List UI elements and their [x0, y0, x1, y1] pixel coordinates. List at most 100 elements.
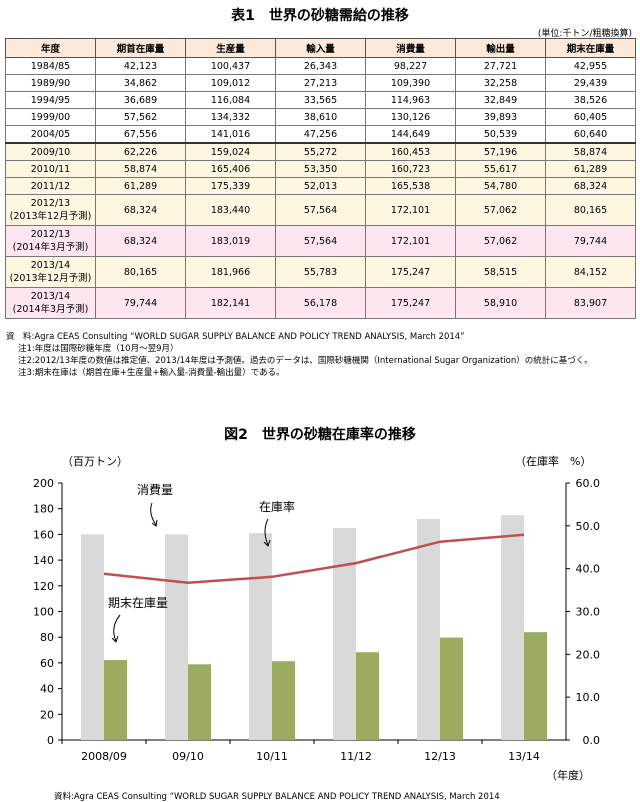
value-cell: 58,874	[95, 160, 186, 178]
value-cell: 160,723	[365, 160, 456, 178]
year-cell: 2004/05	[5, 125, 96, 144]
left-axis-tick-label: 160	[33, 528, 54, 541]
value-cell: 32,258	[455, 74, 546, 92]
table-note-2: 注2:2012/13年度の数値は推定値、2013/14年度は予測値。過去のデータ…	[18, 356, 593, 366]
consumption-bar	[333, 527, 356, 740]
value-cell: 68,324	[545, 177, 636, 195]
value-cell: 38,526	[545, 91, 636, 109]
right-axis-tick-label: 0.0	[583, 734, 601, 747]
table-header-row: 年度 期首在庫量 生産量 輸入量 消費量 輸出量 期末在庫量	[5, 38, 636, 58]
year-cell: 1999/00	[5, 108, 96, 126]
year-cell: 1984/85	[5, 57, 96, 75]
value-cell: 47,256	[275, 125, 366, 144]
value-cell: 67,556	[95, 125, 186, 144]
stock-ratio-arrow	[264, 518, 269, 546]
value-cell: 60,640	[545, 125, 636, 144]
ending-stock-bar	[104, 660, 127, 740]
left-axis-unit: （百万トン）	[62, 455, 128, 468]
value-cell: 160,453	[365, 142, 456, 161]
left-axis-tick-label: 20	[40, 708, 54, 721]
year-cell: 2013/14 (2013年12月予測)	[5, 256, 96, 288]
value-cell: 53,350	[275, 160, 366, 178]
value-cell: 116,084	[185, 91, 276, 109]
x-axis-tick-label: 2008/09	[81, 750, 127, 763]
year-cell: 2013/14 (2014年3月予測)	[5, 287, 96, 319]
table-row: 2011/12 61,289 175,339 52,013 165,538 54,780 6…	[5, 177, 636, 195]
table-note-1: 注1:年度は国際砂糖年度（10月～翌9月）	[18, 344, 179, 354]
year-cell: 1994/95	[5, 91, 96, 109]
table-note-3: 注3:期末在庫は（期首在庫+生産量+輸入量-消費量-輸出量）である。	[18, 368, 285, 378]
value-cell: 29,439	[545, 74, 636, 92]
year-cell: 2012/13 (2014年3月予測)	[5, 225, 96, 257]
year-cell-line: 2011/12	[30, 180, 71, 192]
x-axis-tick-label: 12/13	[424, 750, 456, 763]
header-consumption: 消費量	[365, 38, 456, 58]
right-axis-unit: （在庫率 %）	[515, 454, 591, 468]
right-axis-tick-label: 20.0	[576, 648, 601, 661]
year-cell-line: 2013/14	[30, 291, 71, 302]
table-row: 2010/11 58,874 165,406 53,350 160,723 55,617 6…	[5, 160, 636, 178]
value-cell: 79,744	[545, 225, 636, 257]
table-row: 1999/00 57,562 134,332 38,610 130,126 39,893 6…	[5, 108, 636, 126]
value-cell: 34,862	[95, 74, 186, 92]
value-cell: 32,849	[455, 91, 546, 109]
table-row: 2004/05 67,556 141,016 47,256 144,649 50,539 6…	[5, 125, 636, 144]
value-cell: 58,910	[455, 287, 546, 319]
left-axis-tick-label: 80	[40, 631, 54, 644]
value-cell: 183,440	[185, 194, 276, 226]
value-cell: 57,062	[455, 194, 546, 226]
consumption-arrow-head	[151, 519, 158, 527]
year-cell-line: 2012/13	[30, 229, 71, 240]
value-cell: 50,539	[455, 125, 546, 144]
consumption-bar	[417, 518, 440, 740]
table-source-note: 資 料:Agra CEAS Consulting “WORLD SUGAR SU…	[6, 332, 465, 342]
stock-ratio-arrow-head	[263, 539, 271, 547]
value-cell: 54,780	[455, 177, 546, 195]
consumption-bar	[249, 533, 272, 740]
x-axis-tick-label: 09/10	[172, 750, 204, 763]
year-cell-line: 1984/85	[30, 60, 71, 72]
value-cell: 57,564	[275, 194, 366, 226]
year-cell-line: (2014年3月予測)	[12, 242, 89, 253]
value-cell: 55,783	[275, 256, 366, 288]
value-cell: 172,101	[365, 194, 456, 226]
year-cell-line: 1989/90	[30, 77, 71, 89]
right-axis-tick-label: 50.0	[576, 520, 601, 533]
year-cell: 2009/10	[5, 142, 96, 161]
left-axis-tick-label: 120	[33, 580, 54, 593]
value-cell: 84,152	[545, 256, 636, 288]
value-cell: 183,019	[185, 225, 276, 257]
year-cell-line: 2010/11	[30, 163, 71, 175]
table-row: 2013/14 (2013年12月予測) 80,165 181,966 55,783 17…	[5, 256, 636, 288]
value-cell: 26,343	[275, 57, 366, 75]
value-cell: 165,406	[185, 160, 276, 178]
value-cell: 61,289	[95, 177, 186, 195]
x-axis-tick-label: 11/12	[340, 750, 372, 763]
value-cell: 33,565	[275, 91, 366, 109]
value-cell: 27,721	[455, 57, 546, 75]
table-row: 1994/95 36,689 116,084 33,565 114,963 32,849 3…	[5, 91, 636, 109]
ending-stock-bar	[356, 652, 379, 740]
value-cell: 175,247	[365, 287, 456, 319]
stock-ratio-chart: （百万トン） （在庫率 %） （年度） 0 20 40 60 80 100 120 140 16…	[33, 454, 601, 782]
value-cell: 62,226	[95, 142, 186, 161]
value-cell: 109,390	[365, 74, 456, 92]
year-cell-line: 2013/14	[30, 260, 71, 271]
value-cell: 57,562	[95, 108, 186, 126]
table-row: 2012/13 (2014年3月予測) 68,324 183,019 57,564 172…	[5, 225, 636, 257]
chart-title: 図2 世界の砂糖在庫率の推移	[224, 427, 416, 443]
header-ending-stock: 期末在庫量	[545, 38, 636, 58]
year-cell-line: (2013年12月予測)	[9, 273, 92, 284]
value-cell: 80,165	[545, 194, 636, 226]
right-axis-tick-label: 30.0	[576, 606, 601, 619]
year-cell: 2012/13 (2013年12月予測)	[5, 194, 96, 226]
table-title: 表1 世界の砂糖需給の推移	[231, 8, 409, 24]
year-cell: 2011/12	[5, 177, 96, 195]
bars-group	[61, 515, 547, 744]
right-axis-tick-label: 40.0	[576, 563, 601, 576]
ending-stock-bar	[188, 664, 211, 740]
ending-stock-annotation: 期末在庫量	[108, 596, 168, 610]
x-axis-unit: （年度）	[546, 768, 590, 782]
stock-ratio-annotation: 在庫率	[259, 499, 295, 514]
right-axis-tick-label: 60.0	[576, 477, 601, 490]
